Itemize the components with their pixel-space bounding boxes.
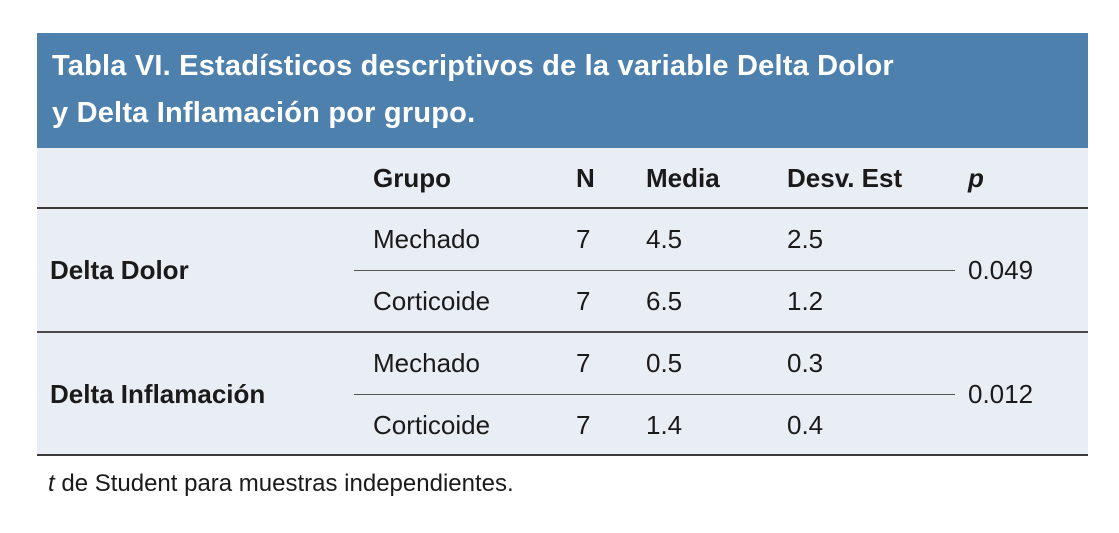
col-header-n: N — [576, 162, 595, 193]
col-header-desv-est: Desv. Est — [787, 162, 903, 193]
p-value-delta-dolor: 0.049 — [968, 254, 1034, 285]
group-divider — [37, 331, 1088, 333]
cell-grupo: Mechado — [373, 347, 480, 378]
cell-n: 7 — [576, 347, 591, 378]
inner-row-divider — [354, 394, 955, 395]
bottom-divider — [37, 454, 1088, 456]
cell-media: 6.5 — [646, 285, 683, 316]
cell-grupo: Corticoide — [373, 285, 491, 316]
cell-grupo: Mechado — [373, 223, 480, 254]
row-label-delta-dolor: Delta Dolor — [50, 254, 189, 285]
cell-n: 7 — [576, 285, 591, 316]
col-header-p: p — [968, 162, 984, 193]
col-header-grupo: Grupo — [373, 162, 451, 193]
p-value-delta-inflamacion: 0.012 — [968, 378, 1034, 409]
footnote-text: de Student para muestras independientes. — [54, 470, 514, 497]
table-footnote: t de Student para muestras independiente… — [48, 470, 514, 498]
table-title-line1: Tabla VI. Estadísticos descriptivos de l… — [52, 50, 894, 82]
footnote-stat-symbol: t — [48, 470, 55, 497]
cell-desv: 0.4 — [787, 409, 824, 440]
cell-desv: 1.2 — [787, 285, 824, 316]
table-title-line2: y Delta Inflamación por grupo. — [52, 97, 476, 129]
cell-n: 7 — [576, 223, 591, 254]
table-title-band: Tabla VI. Estadísticos descriptivos de l… — [37, 33, 1088, 148]
row-label-delta-inflamacion: Delta Inflamación — [50, 378, 266, 409]
cell-desv: 2.5 — [787, 223, 824, 254]
cell-grupo: Corticoide — [373, 409, 491, 440]
header-divider — [37, 207, 1088, 209]
cell-desv: 0.3 — [787, 347, 824, 378]
cell-media: 4.5 — [646, 223, 683, 254]
statistics-table: Grupo N Media Desv. Est p Delta Dolor Me… — [37, 148, 1088, 456]
inner-row-divider — [354, 270, 955, 271]
cell-media: 1.4 — [646, 409, 683, 440]
col-header-empty — [37, 148, 354, 208]
col-header-media: Media — [646, 162, 720, 193]
cell-media: 0.5 — [646, 347, 683, 378]
cell-n: 7 — [576, 409, 591, 440]
